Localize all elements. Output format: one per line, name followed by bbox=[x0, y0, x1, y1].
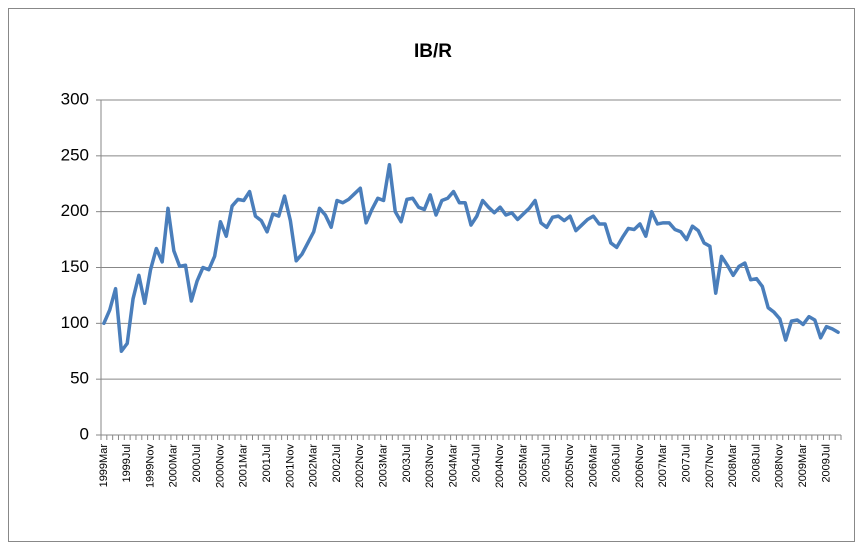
x-tick-label: 2004Mar bbox=[447, 444, 459, 488]
y-tick-label: 50 bbox=[70, 369, 89, 388]
x-tick-label: 2000Jul bbox=[191, 444, 203, 483]
y-tick-label: 250 bbox=[61, 145, 89, 164]
x-tick-label: 2004Jul bbox=[471, 444, 483, 483]
x-tick-label: 2007Mar bbox=[657, 444, 669, 488]
chart-title: IB/R bbox=[414, 41, 452, 62]
x-tick-label: 2002Jul bbox=[331, 444, 343, 483]
x-tick-label: 2000Nov bbox=[214, 444, 226, 489]
x-tick-label: 2007Nov bbox=[704, 444, 716, 489]
x-tick-label: 2004Nov bbox=[494, 444, 506, 489]
data-line bbox=[102, 163, 840, 353]
x-tick-label: 2006Nov bbox=[634, 444, 646, 489]
y-tick-label: 150 bbox=[61, 257, 89, 276]
x-tick-label: 2002Nov bbox=[354, 444, 366, 489]
x-tick-label: 1999Jul bbox=[121, 444, 133, 483]
x-tick-label: 2008Mar bbox=[727, 444, 739, 488]
y-tick-label: 300 bbox=[61, 89, 89, 108]
x-tick-label: 2009Jul bbox=[820, 444, 832, 483]
x-tick-label: 2008Nov bbox=[774, 444, 786, 489]
y-tick-label: 200 bbox=[61, 201, 89, 220]
x-tick-label: 1999Nov bbox=[144, 444, 156, 489]
x-tick-label: 2005Jul bbox=[541, 444, 553, 483]
x-tick-label: 2007Jul bbox=[680, 444, 692, 483]
x-tick-label: 2008Jul bbox=[750, 444, 762, 483]
x-tick-label: 2005Nov bbox=[564, 444, 576, 489]
x-tick-label: 2003Jul bbox=[401, 444, 413, 483]
x-tick-label: 2003Nov bbox=[424, 444, 436, 489]
x-tick-label: 2009Mar bbox=[797, 444, 809, 488]
y-tick-label: 100 bbox=[61, 313, 89, 332]
x-tick-label: 2002Mar bbox=[308, 444, 320, 488]
x-tick-label: 2005Mar bbox=[517, 444, 529, 488]
x-tick-label: 2001Jul bbox=[261, 444, 273, 483]
x-tick-label: 2001Mar bbox=[238, 444, 250, 488]
y-tick-label: 0 bbox=[80, 424, 89, 443]
x-tick-label: 1999Mar bbox=[98, 444, 110, 488]
x-tick-label: 2006Mar bbox=[587, 444, 599, 488]
x-tick-label: 2006Jul bbox=[611, 444, 623, 483]
x-tick-label: 2003Mar bbox=[378, 444, 390, 488]
x-tick-label: 2001Nov bbox=[284, 444, 296, 489]
x-tick-label: 2000Mar bbox=[168, 444, 180, 488]
